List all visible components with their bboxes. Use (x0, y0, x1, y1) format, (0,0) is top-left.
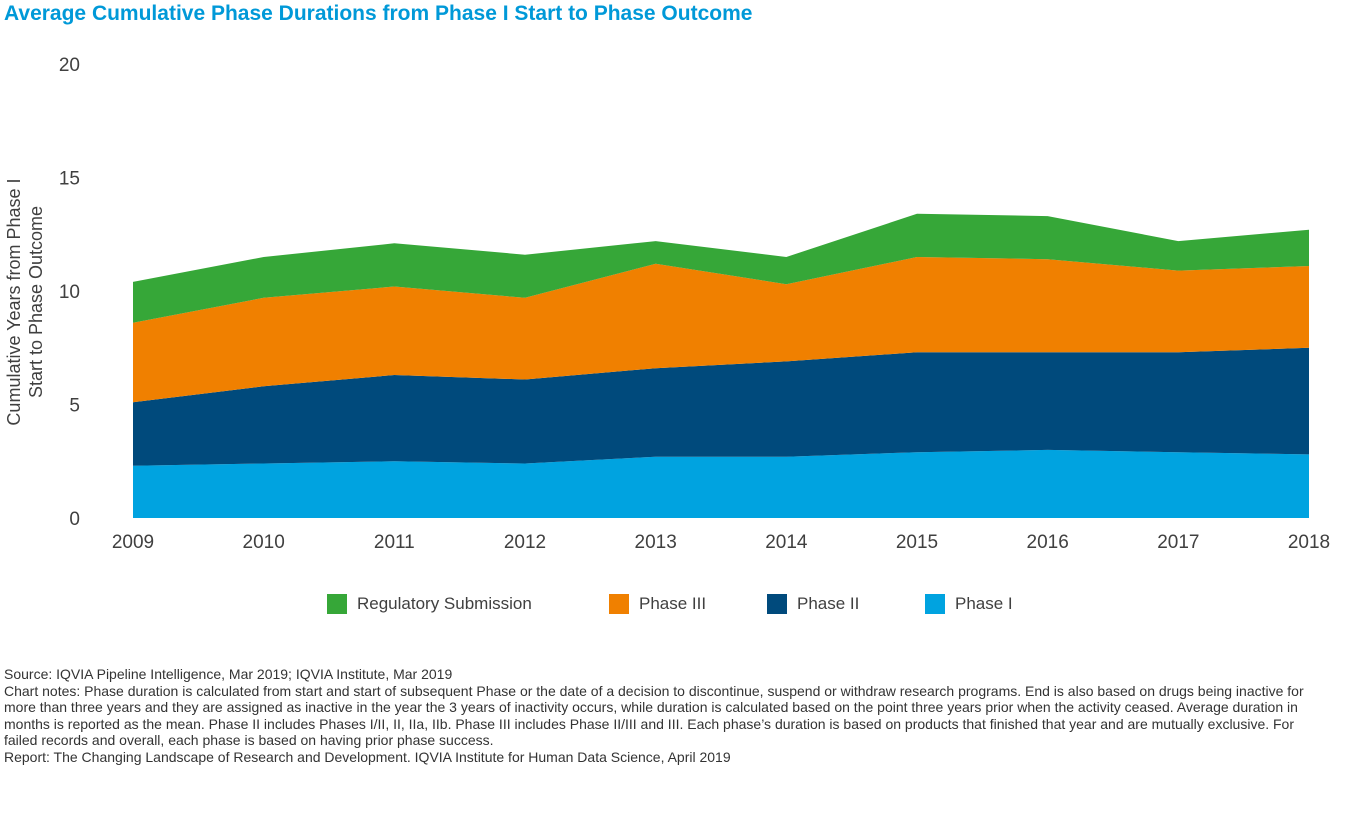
x-tick-label: 2018 (1288, 532, 1330, 553)
y-tick-label: 0 (69, 509, 80, 530)
area-phase-ii (133, 347, 1309, 466)
x-tick-label: 2017 (1157, 532, 1199, 553)
x-tick-label: 2014 (765, 532, 808, 553)
legend-label: Regulatory Submission (357, 594, 532, 613)
x-tick-label: 2009 (112, 532, 154, 553)
legend-label: Phase III (639, 594, 707, 613)
y-axis-label-line2: Start to Phase Outcome (26, 206, 46, 398)
report-note: Report: The Changing Landscape of Resear… (4, 748, 731, 765)
y-tick-label: 15 (59, 169, 80, 190)
y-axis-label-line1: Cumulative Years from Phase I (4, 178, 24, 425)
area-phase-i (133, 449, 1309, 518)
legend-label: Phase I (955, 594, 1013, 613)
stacked-area-chart: 0 5 10 15 20 2009 2010 2011 2012 2013 2014 2015 201… (4, 55, 1330, 553)
x-tick-label: 2011 (374, 532, 415, 553)
y-tick-label: 5 (69, 396, 80, 417)
y-tick-label: 20 (59, 55, 80, 76)
x-tick-label: 2010 (243, 532, 285, 553)
x-tick-label: 2016 (1027, 532, 1069, 553)
chart-title: Average Cumulative Phase Durations from … (4, 2, 753, 25)
x-tick-label: 2012 (504, 532, 546, 553)
y-tick-label: 10 (59, 282, 80, 303)
legend-item-phase-iii: Phase III (609, 594, 706, 614)
chart-legend: Regulatory Submission Phase III Phase II… (0, 594, 1352, 618)
x-axis-ticks: 2009 2010 2011 2012 2013 2014 2015 2016 2017 2018 (112, 532, 1330, 553)
x-tick-label: 2013 (635, 532, 677, 553)
area-regulatory-submission (133, 213, 1309, 323)
area-phase-iii (133, 257, 1309, 403)
x-tick-label: 2015 (896, 532, 938, 553)
source-note: Source: IQVIA Pipeline Intelligence, Mar… (4, 666, 453, 682)
legend-swatch-phase-ii (767, 594, 787, 614)
chart-notes-text: Chart notes: Phase duration is calculate… (4, 682, 1304, 749)
legend-swatch-phase-i (925, 594, 945, 614)
legend-item-phase-i: Phase I (925, 594, 1013, 614)
chart-notes: Source: IQVIA Pipeline Intelligence, Mar… (4, 666, 1304, 765)
area-layer (133, 213, 1309, 518)
legend-swatch-phase-iii (609, 594, 629, 614)
y-axis-ticks: 0 5 10 15 20 (59, 55, 80, 530)
legend-label: Phase II (797, 594, 860, 613)
legend-item-regulatory-submission: Regulatory Submission (327, 594, 532, 614)
legend-swatch-regulatory-submission (327, 594, 347, 614)
legend-item-phase-ii: Phase II (767, 594, 859, 614)
